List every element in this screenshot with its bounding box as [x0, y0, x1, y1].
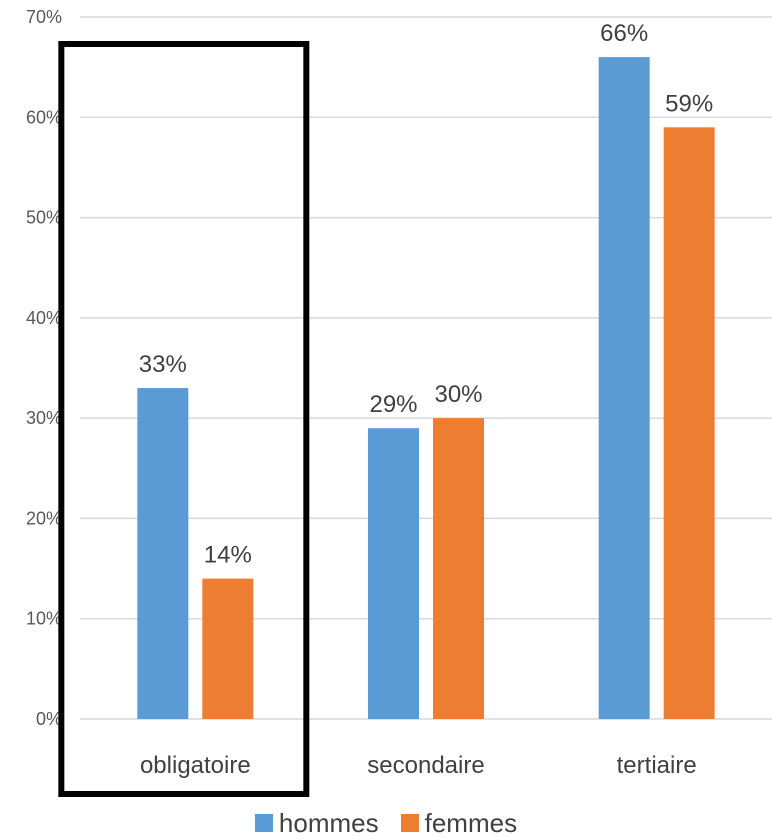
legend-label-hommes: hommes	[278, 808, 379, 838]
highlight-box	[58, 41, 310, 797]
y-tick-label: 10%	[26, 609, 62, 629]
legend: hommes femmes	[0, 810, 772, 836]
data-label-femmes-tertiaire: 59%	[665, 90, 713, 117]
bar-femmes-obligatoire	[202, 578, 254, 719]
bar-femmes-secondaire	[433, 418, 484, 719]
data-label-femmes-obligatoire: 14%	[204, 542, 252, 569]
legend-label-femmes: femmes	[424, 808, 518, 838]
category-labels: obligatoire secondaire tertiaire	[140, 752, 697, 779]
y-tick-label: 40%	[26, 308, 62, 328]
legend-swatch-hommes	[254, 814, 273, 832]
y-tick-label: 60%	[26, 107, 62, 127]
category-label-secondaire: secondaire	[367, 752, 484, 779]
data-label-femmes-secondaire: 30%	[434, 381, 482, 408]
bar-hommes-tertiaire	[598, 57, 650, 720]
bar-hommes-secondaire	[368, 428, 419, 719]
data-label-hommes-secondaire: 29%	[369, 391, 417, 418]
y-axis-ticks: 0% 10% 20% 30% 40% 50% 60% 70%	[26, 7, 62, 729]
y-tick-label: 70%	[26, 7, 62, 27]
bar-hommes-obligatoire	[137, 388, 189, 719]
gridlines	[80, 16, 772, 720]
legend-item-hommes: hommes	[254, 808, 379, 838]
y-tick-label: 30%	[26, 408, 62, 428]
category-label-tertiaire: tertiaire	[617, 752, 697, 779]
data-label-hommes-tertiaire: 66%	[600, 20, 648, 47]
data-label-hommes-obligatoire: 33%	[139, 351, 187, 378]
y-tick-label: 20%	[26, 508, 62, 528]
data-labels: 33% 14% 29% 30% 66% 59%	[139, 20, 713, 568]
bars	[137, 57, 715, 720]
legend-swatch-femmes	[400, 814, 419, 832]
y-tick-label: 50%	[26, 208, 62, 228]
legend-item-femmes: femmes	[400, 808, 518, 838]
bar-chart: 0% 10% 20% 30% 40% 50% 60% 70% 33% 14% 29% 30% 66% 5…	[26, 7, 772, 797]
category-label-obligatoire: obligatoire	[140, 752, 251, 779]
y-tick-label: 0%	[36, 709, 62, 729]
bar-femmes-tertiaire	[663, 127, 715, 720]
